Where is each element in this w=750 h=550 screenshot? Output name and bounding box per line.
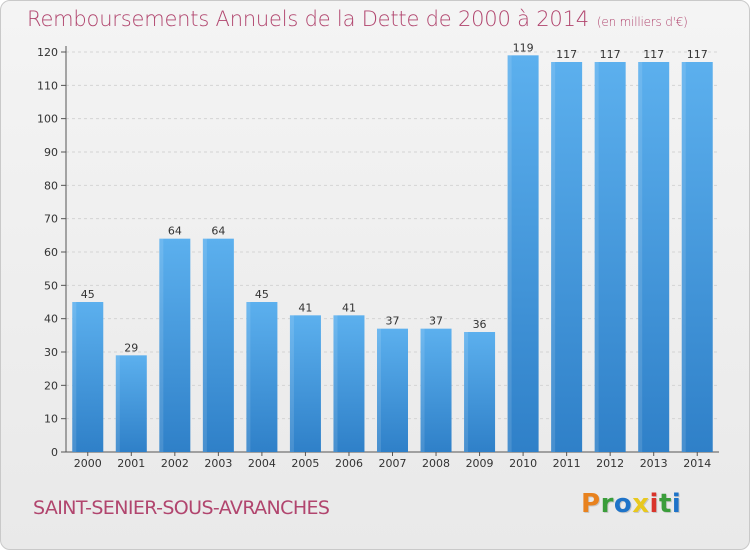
- bar-highlight: [159, 238, 164, 452]
- y-tick-label: 110: [37, 79, 58, 92]
- bar-highlight: [246, 302, 251, 452]
- x-tick-label-2006: 2006: [335, 457, 363, 470]
- chart-subtitle: (en milliers d'€): [596, 15, 688, 29]
- y-tick-label: 50: [44, 279, 58, 292]
- value-label-2009: 36: [473, 318, 487, 331]
- y-tick-label: 10: [44, 413, 58, 426]
- bar-highlight: [420, 328, 425, 452]
- x-tick-label-2009: 2009: [466, 457, 494, 470]
- value-label-2002: 64: [168, 225, 182, 238]
- x-tick-label-2001: 2001: [117, 457, 145, 470]
- bar-highlight: [115, 355, 120, 452]
- value-label-2004: 45: [255, 288, 269, 301]
- value-label-2005: 41: [298, 301, 312, 314]
- bar-2011: [551, 62, 583, 452]
- axis-layer: 0 10 20 30 40 50 60 70 80 90 100 110 120 2000 2001 2002…: [37, 46, 719, 470]
- bar-highlight: [202, 238, 207, 452]
- x-tick-label-2005: 2005: [291, 457, 319, 470]
- bar-2009: [464, 332, 496, 452]
- x-tick-label-2014: 2014: [683, 457, 711, 470]
- value-label-2008: 37: [429, 315, 443, 328]
- logo-letter: i: [649, 489, 659, 519]
- x-tick-label-2011: 2011: [553, 457, 581, 470]
- x-tick-label-2003: 2003: [204, 457, 232, 470]
- value-label-2014: 117: [687, 48, 708, 61]
- bar-2000: [72, 302, 104, 452]
- x-tick-label-2012: 2012: [596, 457, 624, 470]
- value-label-2011: 117: [556, 48, 577, 61]
- logo-letter: i: [671, 489, 682, 519]
- bar-2014: [681, 62, 713, 452]
- bar-layer: [72, 55, 713, 452]
- value-label-2007: 37: [386, 315, 400, 328]
- bar-highlight: [638, 62, 643, 452]
- value-label-2003: 64: [211, 225, 225, 238]
- bar-2008: [420, 328, 452, 452]
- label-layer: 45 29 64 64 45 41 41 37 37 36 119 117 117 117 117: [81, 41, 708, 354]
- logo-letter: P: [581, 489, 601, 519]
- bar-2013: [638, 62, 670, 452]
- bar-2007: [377, 328, 408, 452]
- bar-2002: [159, 238, 191, 452]
- bar-highlight: [594, 62, 599, 452]
- y-tick-label: 40: [44, 313, 58, 326]
- bar-2005: [289, 315, 321, 452]
- value-label-2012: 117: [600, 48, 621, 61]
- proxiti-logo[interactable]: Proxiti: [581, 489, 681, 519]
- bar-highlight: [377, 328, 381, 452]
- x-tick-label-2002: 2002: [161, 457, 189, 470]
- logo-letter: x: [632, 489, 650, 519]
- x-tick-label-2008: 2008: [422, 457, 450, 470]
- y-tick-label: 70: [44, 213, 58, 226]
- logo-letter: t: [658, 489, 672, 519]
- value-label-2001: 29: [124, 341, 138, 354]
- value-label-2013: 117: [643, 48, 664, 61]
- bar-highlight: [72, 302, 77, 452]
- bar-2010: [507, 55, 539, 452]
- x-tick-label-2010: 2010: [509, 457, 537, 470]
- bar-2012: [594, 62, 626, 452]
- value-label-2000: 45: [81, 288, 95, 301]
- value-label-2010: 119: [513, 41, 534, 54]
- bar-highlight: [507, 55, 512, 452]
- bar-highlight: [464, 332, 469, 452]
- chart-title: Remboursements Annuels de la Dette de 20…: [27, 7, 688, 31]
- y-tick-label: 80: [44, 179, 58, 192]
- x-tick-label-2004: 2004: [248, 457, 276, 470]
- logo-letter: o: [613, 489, 633, 519]
- commune-name: SAINT-SENIER-SOUS-AVRANCHES: [33, 497, 330, 519]
- y-tick-label: 90: [44, 146, 58, 159]
- y-tick-label: 60: [44, 246, 58, 259]
- y-tick-label: 100: [37, 113, 58, 126]
- bar-2001: [115, 355, 147, 452]
- y-tick-label: 0: [51, 446, 58, 459]
- bar-2004: [246, 302, 278, 452]
- x-tick-label-2013: 2013: [640, 457, 668, 470]
- bar-highlight: [289, 315, 294, 452]
- x-tick-label-2007: 2007: [379, 457, 407, 470]
- y-tick-label: 20: [44, 379, 58, 392]
- bar-highlight: [681, 62, 686, 452]
- bar-2006: [333, 315, 365, 452]
- x-tick-label-2000: 2000: [74, 457, 102, 470]
- value-label-2006: 41: [342, 301, 356, 314]
- logo-letter: r: [600, 489, 614, 519]
- y-tick-label: 30: [44, 346, 58, 359]
- bar-highlight: [333, 315, 338, 452]
- y-tick-label: 120: [37, 46, 58, 59]
- bar-highlight: [551, 62, 556, 452]
- bar-2003: [202, 238, 234, 452]
